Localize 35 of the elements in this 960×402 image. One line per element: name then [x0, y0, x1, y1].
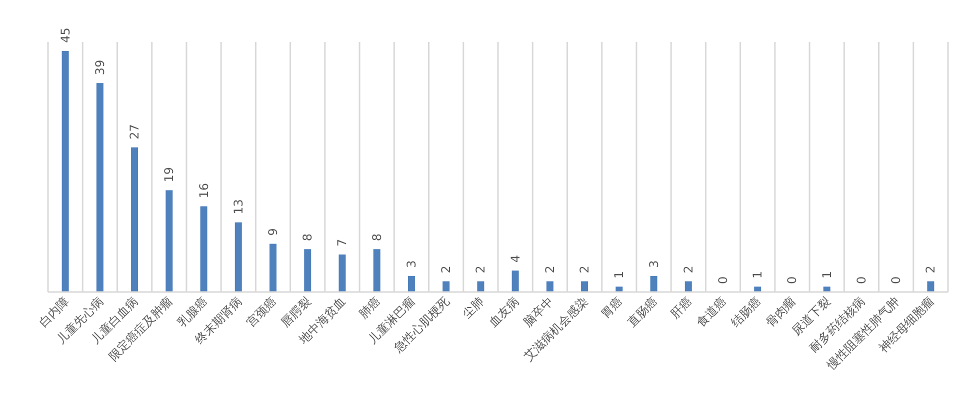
data-label: 3 — [646, 260, 661, 268]
data-label: 16 — [196, 183, 211, 198]
x-tick-label: 宫颈癌 — [244, 294, 280, 330]
data-label: 8 — [300, 234, 315, 242]
x-tick-label: 血友病 — [486, 294, 522, 330]
data-label: 39 — [92, 60, 107, 76]
data-label: 1 — [612, 271, 626, 279]
data-label: 2 — [474, 266, 488, 274]
data-label: 0 — [716, 276, 730, 284]
x-tick-label: 胃癌 — [598, 294, 626, 322]
data-label: 2 — [578, 266, 592, 274]
data-label: 0 — [889, 276, 904, 284]
data-label: 27 — [128, 124, 142, 140]
data-label: 3 — [404, 260, 418, 268]
data-label: 1 — [750, 271, 765, 279]
x-tick-label: 尘肺 — [460, 294, 487, 322]
data-label: 0 — [785, 276, 800, 284]
data-label: 0 — [854, 276, 868, 284]
data-label: 2 — [924, 266, 938, 274]
data-label: 1 — [820, 271, 834, 279]
data-label: 19 — [162, 166, 176, 182]
data-label: 2 — [681, 266, 696, 274]
x-tick-label: 肺癌 — [356, 294, 383, 322]
x-tick-label: 直肠癌 — [624, 294, 660, 330]
x-tick-label: 肝癌 — [668, 294, 695, 322]
data-label: 8 — [370, 234, 384, 242]
data-label: 7 — [335, 238, 350, 246]
data-label: 2 — [439, 266, 454, 274]
data-label: 4 — [508, 254, 522, 263]
x-tick-label: 结肠癌 — [728, 294, 764, 330]
data-label: 9 — [266, 228, 280, 236]
data-label: 2 — [542, 266, 557, 274]
data-label: 45 — [58, 28, 72, 43]
data-label: 13 — [231, 199, 246, 214]
x-tick-label: 食道癌 — [694, 294, 730, 330]
